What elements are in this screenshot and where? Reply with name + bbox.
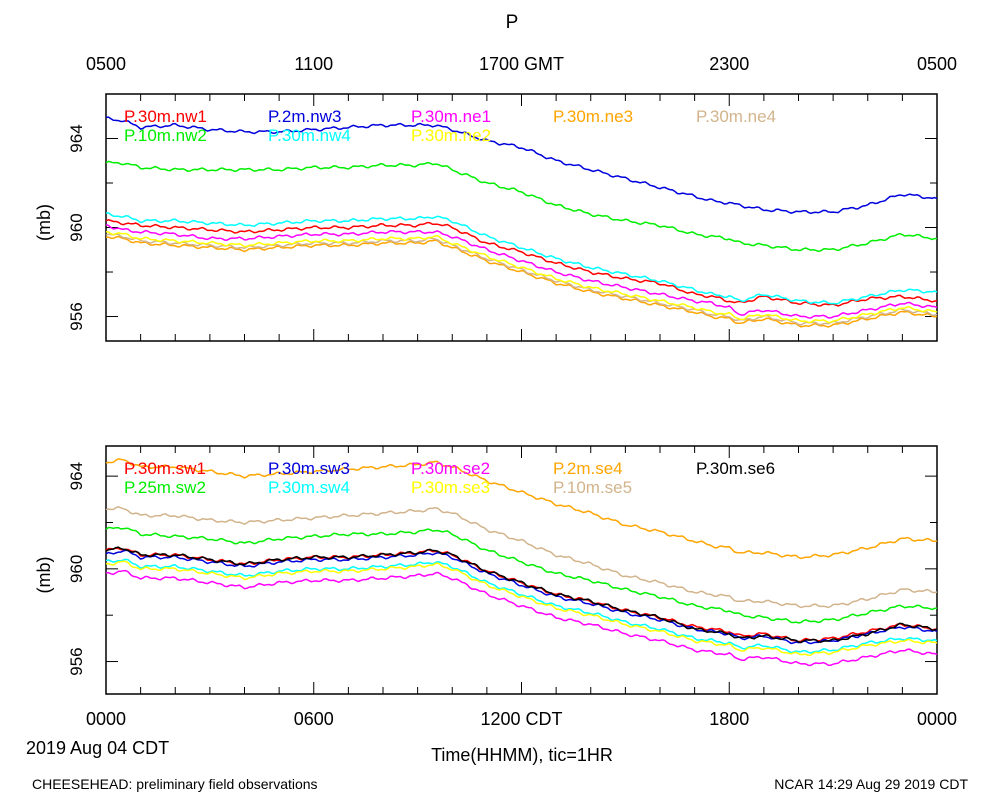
legend-entry: P.2m.se4 xyxy=(553,459,623,478)
series-line-P-30m-ne1 xyxy=(105,223,938,319)
top-axis-tick-label: 1100 xyxy=(294,54,333,74)
legend-entry: P.30m.se2 xyxy=(411,459,490,478)
footer-left-note: CHEESEHEAD: preliminary field observatio… xyxy=(32,776,318,792)
top-axis-tick-label: 2300 xyxy=(709,54,749,74)
legend-entry: P.30m.nw1 xyxy=(124,107,207,126)
y-axis-label: (mb) xyxy=(34,204,54,241)
y-axis-label: (mb) xyxy=(34,557,54,594)
bottom-axis-tick-label: 1200 CDT xyxy=(480,709,562,729)
series-line-P-2m-se4 xyxy=(105,458,938,560)
series-line-P-30m-se3 xyxy=(105,560,938,657)
legend-entry: P.30m.ne2 xyxy=(411,126,491,145)
chart-title: P xyxy=(505,12,519,33)
series-line-P-30m-ne2 xyxy=(105,230,938,324)
plot-frame-2 xyxy=(105,445,938,695)
y-tick-label: 960 xyxy=(67,555,86,583)
series-line-P-30m-nw4 xyxy=(105,212,938,305)
footer-right-note: NCAR 14:29 Aug 29 2019 CDT xyxy=(774,776,968,792)
bottom-axis-tick-label: 0600 xyxy=(294,709,334,729)
legend-entry: P.30m.sw1 xyxy=(124,459,206,478)
legend-entry: P.30m.sw4 xyxy=(268,478,350,497)
y-tick-label: 956 xyxy=(67,302,86,330)
series-line-P-30m-ne3 xyxy=(106,235,938,328)
y-tick-label: 964 xyxy=(67,462,86,490)
y-tick-label: 960 xyxy=(67,213,86,241)
series-line-P-30m-ne4 xyxy=(105,233,938,326)
series-line-P-2m-nw3 xyxy=(105,116,938,215)
series-line-P-10m-nw2 xyxy=(105,160,937,253)
legend-entry: P.30m.se6 xyxy=(696,459,775,478)
top-axis-tick-label: 1700 GMT xyxy=(479,54,564,74)
series-line-P-30m-se2 xyxy=(105,569,938,667)
bottom-axis-tick-label: 0000 xyxy=(917,709,957,729)
bottom-axis-tick-label: 0000 xyxy=(86,709,126,729)
y-tick-label: 956 xyxy=(67,647,86,675)
legend-entry: P.10m.se5 xyxy=(553,478,632,497)
legend-entry: P.30m.sw3 xyxy=(268,459,350,478)
legend-entry: P.30m.ne4 xyxy=(696,107,776,126)
legend-entry: P.30m.nw4 xyxy=(268,126,351,145)
series-line-P-25m-sw2 xyxy=(105,526,938,624)
legend-entry: P.30m.ne1 xyxy=(411,107,491,126)
series-line-P-30m-sw4 xyxy=(105,558,938,654)
legend-entry: P.30m.ne3 xyxy=(553,107,633,126)
date-label: 2019 Aug 04 CDT xyxy=(26,738,170,758)
y-tick-label: 964 xyxy=(67,124,86,152)
legend-entry: P.25m.sw2 xyxy=(124,478,206,497)
x-axis-label: Time(HHMM), tic=1HR xyxy=(431,745,613,765)
top-axis-tick-label: 0500 xyxy=(917,54,957,74)
series-line-P-10m-se5 xyxy=(105,505,938,609)
top-axis-tick-label: 0500 xyxy=(86,54,126,74)
bottom-axis-tick-label: 1800 xyxy=(709,709,749,729)
series-line-P-30m-nw1 xyxy=(105,219,938,307)
legend-entry: P.30m.se3 xyxy=(411,478,490,497)
legend-entry: P.10m.nw2 xyxy=(124,126,207,145)
series-line-P-30m-se6 xyxy=(105,546,938,644)
legend-entry: P.2m.nw3 xyxy=(268,107,341,126)
